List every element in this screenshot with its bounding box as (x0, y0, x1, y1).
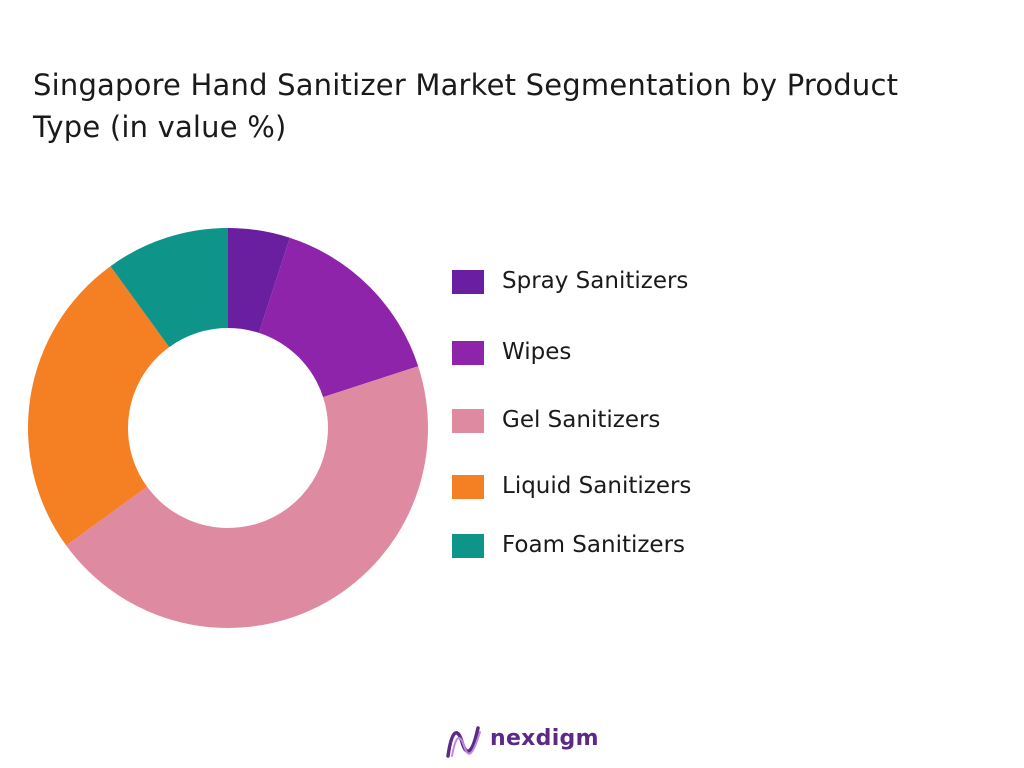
legend-swatch-gel (452, 409, 484, 433)
legend-item-foam: Foam Sanitizers (452, 532, 772, 559)
legend-item-liquid: Liquid Sanitizers (452, 473, 772, 500)
slice-gel (66, 366, 429, 628)
legend-label-foam: Foam Sanitizers (502, 532, 686, 558)
legend-item-gel: Gel Sanitizers (452, 407, 772, 434)
legend-swatch-wipes (452, 341, 484, 365)
legend-label-spray: Spray Sanitizers (502, 268, 689, 294)
slice-wipes (258, 237, 419, 398)
slice-foam (110, 228, 228, 348)
legend-label-gel: Gel Sanitizers (502, 407, 661, 433)
legend-swatch-liquid (452, 475, 484, 499)
slice-liquid (27, 266, 170, 546)
nexdigm-logo-text: nexdigm (490, 726, 599, 751)
donut-slices (27, 228, 429, 628)
legend-label-liquid: Liquid Sanitizers (502, 473, 692, 499)
nexdigm-logo-mark-icon (446, 726, 481, 758)
legend-swatch-foam (452, 534, 484, 558)
legend-swatch-spray (452, 270, 484, 294)
chart-title: Singapore Hand Sanitizer Market Segmenta… (33, 68, 899, 144)
legend-item-spray: Spray Sanitizers (452, 268, 772, 295)
legend-item-wipes: Wipes (452, 339, 772, 366)
slice-spray (228, 228, 290, 333)
legend-label-wipes: Wipes (502, 339, 572, 365)
nexdigm-logo: nexdigm (444, 722, 604, 762)
